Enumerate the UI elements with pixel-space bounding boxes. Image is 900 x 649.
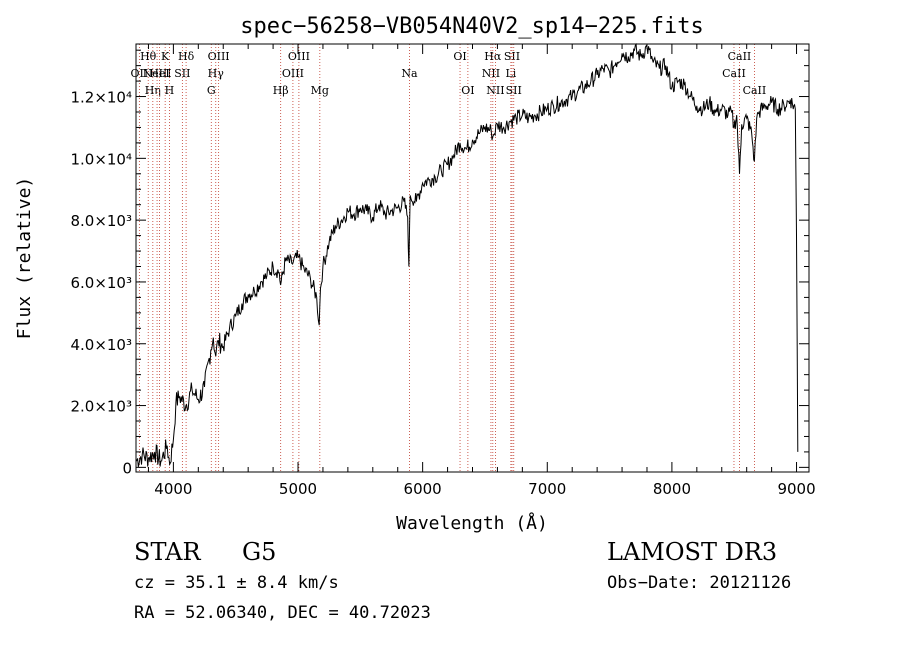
y-tick-label-1: 2.0×10³ <box>70 398 132 416</box>
survey-name: LAMOST DR3 <box>607 538 778 566</box>
y-tick-label-3: 6.0×10³ <box>70 274 132 292</box>
line-marker-label-26: CaII <box>728 50 752 63</box>
y-tick-label-6: 1.2×10⁴ <box>70 89 132 107</box>
line-marker-label-22: Li <box>505 67 516 80</box>
x-tick-label-4: 8000 <box>653 480 691 498</box>
line-marker-label-20: Hα <box>484 50 502 63</box>
line-marker-label-8: Hδ <box>178 50 195 63</box>
object-subclass: G5 <box>242 538 277 566</box>
coordinates: RA = 52.06340, DEC = 40.72023 <box>134 603 431 623</box>
line-marker-label-12: Hβ <box>273 84 289 97</box>
x-tick-label-0: 4000 <box>154 480 192 498</box>
line-marker-label-18: OI <box>461 84 474 97</box>
axes: 4000 5000 6000 7000 8000 9000 0 2.0×10³ 4.0×10³ 6… <box>70 44 816 498</box>
line-marker-label-2: Hη <box>145 84 161 97</box>
line-marker-label-0: OII <box>131 67 149 80</box>
line-marker-label-7: SII <box>174 67 190 80</box>
redshift-readout: cz = 35.1 ± 8.4 km/s <box>134 573 339 593</box>
y-tick-label-0: 0 <box>122 459 132 477</box>
line-marker-label-19: NII <box>482 67 500 80</box>
x-axis-label: Wavelength (Å) <box>396 512 548 534</box>
x-tick-label-5: 9000 <box>777 480 815 498</box>
line-marker-label-16: Na <box>401 67 418 80</box>
line-marker-label-6: H <box>165 84 175 97</box>
line-marker-label-9: G <box>207 84 216 97</box>
line-marker-label-21: NII <box>486 84 504 97</box>
line-marker-label-15: Mg <box>311 84 329 97</box>
observation-date: Obs−Date: 20121126 <box>607 573 792 593</box>
line-marker-label-13: OIII <box>282 67 304 80</box>
y-tick-label-5: 1.0×10⁴ <box>70 150 132 168</box>
line-marker-label-23: SII <box>504 50 520 63</box>
line-marker-label-11: OIII <box>208 50 230 63</box>
line-marker-label-5: K <box>161 50 170 63</box>
x-tick-label-1: 5000 <box>279 480 317 498</box>
line-marker-label-14: OIII <box>288 50 310 63</box>
line-marker-label-25: CaII <box>722 67 746 80</box>
y-tick-label-2: 4.0×10³ <box>70 336 132 354</box>
line-marker-label-3: NeIII <box>142 67 171 80</box>
y-tick-label-4: 8.0×10³ <box>70 212 132 230</box>
chart-title: spec−56258−VB054N40V2_sp14−225.fits <box>240 14 704 39</box>
line-marker-label-24: SII <box>506 84 522 97</box>
line-marker-label-4: HeI <box>149 67 169 80</box>
spectrum-line <box>135 43 799 468</box>
line-marker-label-1: Hθ <box>140 50 157 63</box>
line-marker-label-27: CaII <box>743 84 767 97</box>
x-tick-label-3: 7000 <box>528 480 566 498</box>
object-class: STAR <box>134 538 201 566</box>
x-tick-label-2: 6000 <box>404 480 442 498</box>
spectrum-series <box>135 43 799 468</box>
y-axis-label: Flux (relative) <box>14 177 35 340</box>
line-marker-label-10: Hγ <box>208 67 225 80</box>
line-marker-label-17: OI <box>453 50 466 63</box>
